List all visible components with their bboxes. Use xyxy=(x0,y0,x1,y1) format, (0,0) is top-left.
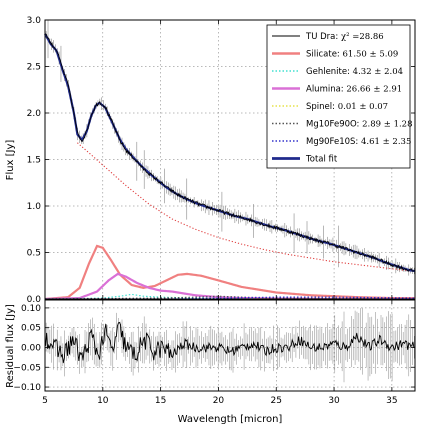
x-tick-label-1: 10 xyxy=(97,396,109,406)
legend-name-2: Gehlenite: xyxy=(306,67,353,77)
top-y-tick-label-0: 0.0 xyxy=(27,295,42,305)
legend-name-4: Spinel: xyxy=(306,102,338,112)
legend-label-5: Mg10Fe90O: 2.89 ± 1.28 xyxy=(306,120,413,130)
x-axis-label: Wavelength [micron] xyxy=(178,414,283,425)
legend-value-5: 2.89 ± 1.28 xyxy=(362,120,412,130)
bottom-frame xyxy=(44,299,416,392)
legend-name-1: Silicate: xyxy=(306,50,343,60)
bottom-y-ticks: 0.10 0.05 0.00 −0.05 −0.10 xyxy=(13,304,415,393)
top-x-ticks xyxy=(44,20,393,299)
bottom-y-tick-label-4: −0.10 xyxy=(13,383,41,393)
legend-value-0: χ² =28.86 xyxy=(341,32,384,42)
legend-name-3: Alumina: xyxy=(306,85,346,95)
bottom-panel: 0.10 0.05 0.00 −0.05 −0.10 5 10 15 20 25 30 35 Wav… xyxy=(5,299,416,425)
legend-box xyxy=(266,24,411,169)
legend-value-6: 4.61 ± 2.35 xyxy=(361,137,411,147)
x-tick-label-5: 30 xyxy=(328,396,340,406)
series-tu-dra xyxy=(45,33,415,272)
top-y-tick-label-2: 1.0 xyxy=(27,202,42,212)
series-mg90fe10s xyxy=(45,296,416,300)
legend-items: TU Dra: χ² =28.86 Silicate: 61.50 ± 5.09 G… xyxy=(272,32,413,165)
legend: TU Dra: χ² =28.86 Silicate: 61.50 ± 5.09 G… xyxy=(266,24,413,169)
bottom-y-tick-label-3: −0.05 xyxy=(13,363,41,373)
top-y-axis-label: Flux [Jy] xyxy=(5,140,16,181)
bottom-x-ticks: 5 10 15 20 25 30 35 xyxy=(42,300,398,406)
x-tick-label-3: 20 xyxy=(213,396,225,406)
legend-name-0: TU Dra: xyxy=(305,32,341,42)
legend-value-4: 0.01 ± 0.07 xyxy=(338,102,388,112)
legend-label-6: Mg90Fe10S: 4.61 ± 2.35 xyxy=(306,137,411,147)
series-alumina xyxy=(44,272,415,301)
top-y-tick-label-6: 3.0 xyxy=(27,16,42,26)
legend-value-3: 26.66 ± 2.91 xyxy=(346,85,402,95)
top-y-tick-label-1: 0.5 xyxy=(27,249,41,259)
x-tick-label-4: 25 xyxy=(271,396,282,406)
bottom-errorbars xyxy=(45,307,415,383)
top-y-tick-label-4: 2.0 xyxy=(27,109,42,119)
legend-label-3: Alumina: 26.66 ± 2.91 xyxy=(306,85,402,95)
legend-name-6: Mg90Fe10S: xyxy=(306,137,361,147)
legend-name-5: Mg10Fe90O: xyxy=(306,120,362,130)
legend-label-4: Spinel: 0.01 ± 0.07 xyxy=(306,102,388,112)
legend-label-2: Gehlenite: 4.32 ± 2.04 xyxy=(306,67,403,77)
bottom-y-tick-label-2: 0.00 xyxy=(21,343,41,353)
top-y-tick-label-3: 1.5 xyxy=(27,156,41,166)
legend-name-7: Total fit xyxy=(305,155,338,165)
top-y-tick-label-5: 2.5 xyxy=(27,63,41,73)
x-tick-label-6: 35 xyxy=(386,396,397,406)
series-residual xyxy=(45,321,415,364)
legend-label-7: Total fit xyxy=(305,155,338,165)
series-continuum xyxy=(77,142,416,272)
bottom-y-tick-label-0: 0.10 xyxy=(21,304,41,314)
legend-value-2: 4.32 ± 2.04 xyxy=(353,67,403,77)
bottom-y-axis-label: Residual flux [Jy] xyxy=(5,304,16,388)
x-tick-label-2: 15 xyxy=(155,396,166,406)
top-y-ticks: 0.0 0.5 1.0 1.5 2.0 2.5 3.0 xyxy=(27,16,415,305)
legend-label-0: TU Dra: χ² =28.86 xyxy=(305,32,384,42)
x-tick-label-0: 5 xyxy=(42,396,48,406)
bottom-series xyxy=(45,321,415,364)
legend-value-1: 61.50 ± 5.09 xyxy=(343,50,399,60)
legend-label-1: Silicate: 61.50 ± 5.09 xyxy=(306,50,398,60)
bottom-y-tick-label-1: 0.05 xyxy=(21,324,41,334)
